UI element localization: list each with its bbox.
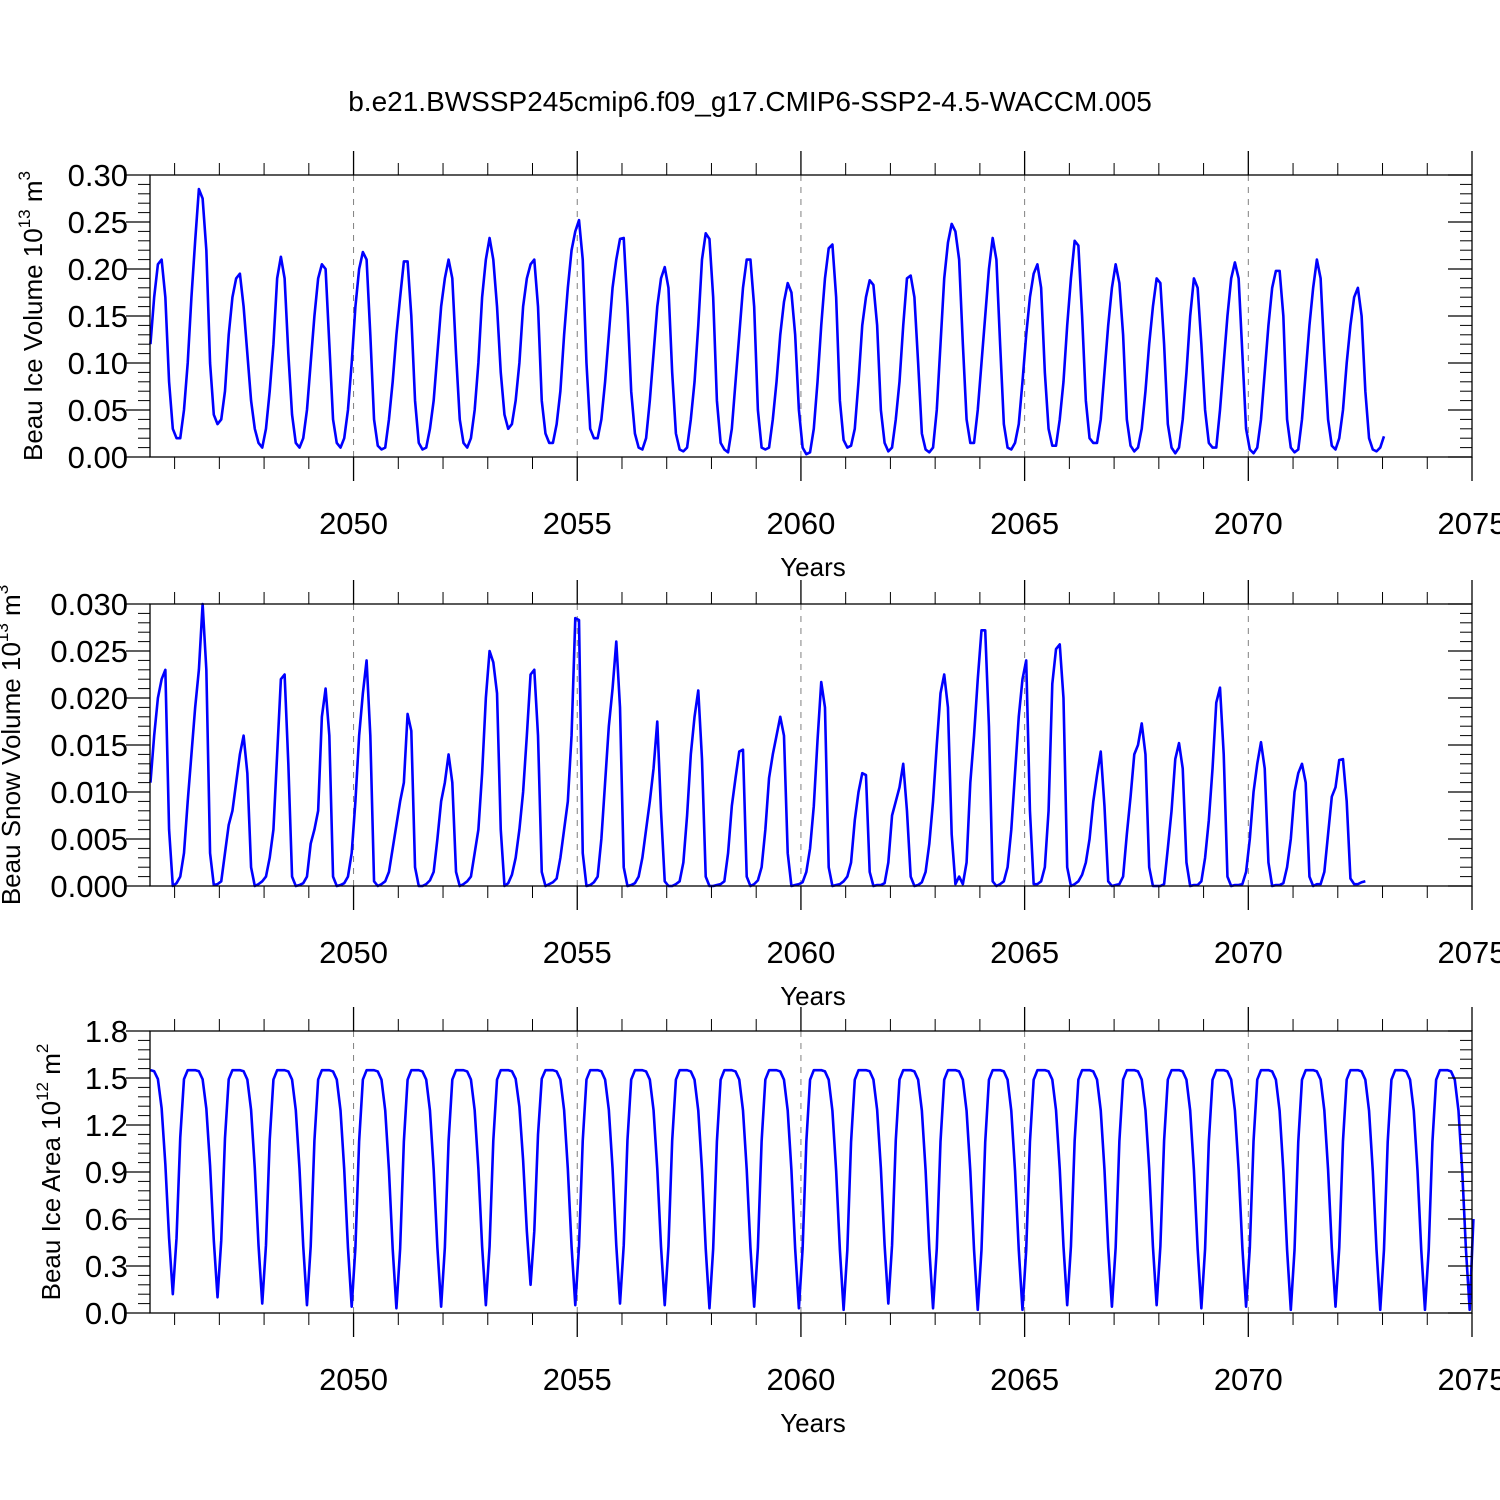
y-axis-title-unit: m xyxy=(0,594,26,623)
x-tick-label: 2055 xyxy=(543,1362,612,1397)
series-line xyxy=(149,602,1366,888)
y-tick-label: 1.8 xyxy=(85,1014,128,1049)
y-tick-label: 0.30 xyxy=(68,158,128,193)
x-tick-label: 2065 xyxy=(990,935,1059,970)
y-tick-label: 0.005 xyxy=(50,822,128,857)
x-tick-label: 2060 xyxy=(766,1362,835,1397)
chart-panel-2: 0.000 0.005 0.010 0.015 0.020 0.025 0.030 2050 2… xyxy=(0,580,1500,1011)
y-tick-label: 0.15 xyxy=(68,299,128,334)
x-tick-label: 2070 xyxy=(1214,506,1283,541)
chart-title: b.e21.BWSSP245cmip6.f09_g17.CMIP6-SSP2-4… xyxy=(348,86,1152,117)
y-tick-label: 0.020 xyxy=(50,681,128,716)
y-axis-title-main: Beau Ice Area 10 xyxy=(36,1101,66,1300)
y-tick-label: 0.25 xyxy=(68,205,128,240)
x-axis-title: Years xyxy=(780,1408,846,1438)
panels-container: 0.00 0.05 0.10 0.15 0.20 0.25 0.30 2050 2055 2060… xyxy=(0,151,1500,1438)
y-axis-title-main: Beau Snow Volume 10 xyxy=(0,642,26,905)
x-tick-label: 2050 xyxy=(319,935,388,970)
y-tick-label: 0.9 xyxy=(85,1155,128,1190)
y-tick-label: 0.010 xyxy=(50,775,128,810)
y-tick-label: 0.015 xyxy=(50,728,128,763)
y-axis-title: Beau Ice Area 1012 m2 xyxy=(33,1044,66,1301)
x-tick-label: 2055 xyxy=(543,506,612,541)
y-axis-title-exp: 13 xyxy=(15,209,34,228)
y-axis-title-exp: 13 xyxy=(0,623,12,642)
y-axis-title-unit-exp: 3 xyxy=(15,171,34,180)
x-tick-label: 2070 xyxy=(1214,1362,1283,1397)
x-tick-label: 2070 xyxy=(1214,935,1283,970)
x-tick-label: 2075 xyxy=(1438,1362,1500,1397)
y-tick-label: 0.10 xyxy=(68,346,128,381)
y-tick-label: 0.000 xyxy=(50,869,128,904)
x-tick-label: 2050 xyxy=(319,506,388,541)
x-tick-label: 2075 xyxy=(1438,935,1500,970)
series-line xyxy=(150,1068,1475,1312)
x-axis-title: Years xyxy=(780,552,846,582)
y-axis-title-main: Beau Ice Volume 10 xyxy=(18,228,48,461)
y-tick-label: 0.05 xyxy=(68,393,128,428)
chart-panel-1: 0.00 0.05 0.10 0.15 0.20 0.25 0.30 2050 2055 2060… xyxy=(15,151,1500,582)
x-tick-label: 2060 xyxy=(766,506,835,541)
x-tick-label: 2060 xyxy=(766,935,835,970)
y-axis-title-unit-exp: 2 xyxy=(33,1044,52,1053)
x-tick-label: 2050 xyxy=(319,1362,388,1397)
x-tick-label: 2065 xyxy=(990,506,1059,541)
y-tick-label: 0.025 xyxy=(50,634,128,669)
y-axis-title-unit: m xyxy=(18,180,48,209)
series-line xyxy=(149,187,1386,456)
y-tick-label: 0.20 xyxy=(68,252,128,287)
y-tick-label: 0.3 xyxy=(85,1249,128,1284)
y-axis-title-unit: m xyxy=(36,1053,66,1082)
y-tick-label: 1.5 xyxy=(85,1061,128,1096)
y-tick-label: 0.030 xyxy=(50,587,128,622)
y-axis-title: Beau Snow Volume 1013 m3 xyxy=(0,585,26,905)
y-tick-label: 1.2 xyxy=(85,1108,128,1143)
y-tick-label: 0.00 xyxy=(68,440,128,475)
x-tick-label: 2065 xyxy=(990,1362,1059,1397)
chart-panel-3: 0.0 0.3 0.6 0.9 1.2 1.5 1.8 2050 2055 2060 2065 207… xyxy=(33,1007,1500,1438)
x-axis-title: Years xyxy=(780,981,846,1011)
y-axis-title-unit-exp: 3 xyxy=(0,585,12,594)
y-axis-title: Beau Ice Volume 1013 m3 xyxy=(15,171,48,461)
y-tick-label: 0.0 xyxy=(85,1296,128,1331)
x-tick-label: 2075 xyxy=(1438,506,1500,541)
y-axis-title-exp: 12 xyxy=(33,1082,52,1101)
y-tick-label: 0.6 xyxy=(85,1202,128,1237)
x-tick-label: 2055 xyxy=(543,935,612,970)
